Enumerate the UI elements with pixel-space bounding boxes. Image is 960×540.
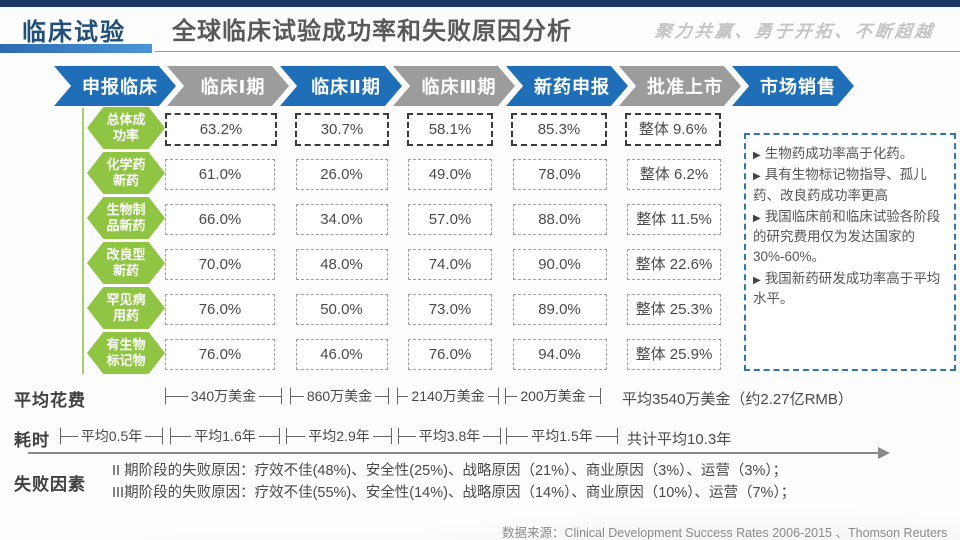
rate-cell: 74.0% [408,249,492,280]
category-badge-biomarker: 有生物标记物 [87,332,165,374]
rate-cell: 63.2% [165,113,277,146]
time-bracket: 平均3.8年 [398,425,501,447]
rate-cell: 整体 22.6% [627,249,721,280]
triangle-bullet-icon: ▶ [753,274,761,286]
rate-cell: 58.1% [407,113,493,146]
rate-cell: 89.0% [512,294,607,325]
cost-summary: 平均3540万美金（约2.27亿RMB） [622,391,853,408]
cost-bracket: 340万美金 [165,385,282,407]
category-badge-improved: 改良型新药 [87,242,165,284]
rate-cell: 88.0% [512,204,607,235]
top-accent-bar [0,0,960,7]
header-divider [155,51,960,52]
page-title: 全球临床试验成功率和失败原因分析 [172,18,572,45]
grid-row: 61.0% 26.0% 49.0% 78.0% 整体 6.2% [165,152,721,197]
time-summary: 共计平均10.3年 [627,431,732,448]
rate-cell: 整体 6.2% [627,159,721,190]
slide-section-tag: 临床试验 [22,19,126,46]
flow-step-clinical-application: 申报临床 [54,66,176,106]
time-bracket: 平均2.9年 [286,425,392,447]
category-rail-line [82,108,84,374]
rate-cell: 76.0% [165,294,275,325]
cost-bracket: 860万美金 [290,385,389,407]
time-bracket: 平均0.5年 [60,425,163,447]
time-bracket: 平均1.5年 [506,425,618,447]
flow-step-approval: 批准上市 [619,66,741,106]
category-column: 总体成功率 化学药新药 生物制品新药 改良型新药 罕见病用药 有生物标记物 [87,107,165,377]
company-motto: 聚力共赢、勇于开拓、不断超越 [653,22,936,41]
timeline-arrow [28,447,890,459]
rate-cell: 整体 9.6% [625,113,721,146]
note-item: ▶ 生物药成功率高于化药。 [753,146,914,161]
rate-cell: 73.0% [408,294,492,325]
rate-cell: 48.0% [295,249,388,280]
grid-row: 76.0% 50.0% 73.0% 89.0% 整体 25.3% [165,287,721,332]
failure-row-label: 失败因素 [14,475,86,494]
flow-step-market: 市场销售 [732,66,854,106]
rate-cell: 76.0% [408,339,492,370]
flow-step-phase1: 临床Ⅰ期 [167,66,289,106]
data-source: 数据来源：Clinical Development Success Rates … [502,526,948,540]
rate-cell: 61.0% [165,159,275,190]
rate-cell: 90.0% [512,249,607,280]
flow-step-phase3: 临床Ⅲ期 [393,66,515,106]
category-badge-biologic: 生物制品新药 [87,197,165,239]
rate-cell: 78.0% [512,159,607,190]
triangle-bullet-icon: ▶ [753,150,761,161]
flow-step-phase2: 临床Ⅱ期 [280,66,402,106]
triangle-bullet-icon: ▶ [753,171,761,183]
category-badge-overall: 总体成功率 [87,107,165,149]
note-item: ▶ 我国临床前和临床试验各阶段的研究费用仅为发达国家的30%-60%。 [753,208,941,265]
grid-row: 70.0% 48.0% 74.0% 90.0% 整体 22.6% [165,242,721,287]
success-rate-grid: 63.2% 30.7% 58.1% 85.3% 整体 9.6% 61.0% 26… [165,107,721,377]
failure-phase3-line: III期阶段的失败原因：疗效不佳(55%)、安全性(14%)、战略原因（14%）… [112,485,796,501]
time-bracket: 平均1.6年 [170,425,280,447]
rate-cell: 整体 25.3% [627,294,721,325]
key-findings-panel: ▶ 生物药成功率高于化药。 ▶ 具有生物标记物指导、孤儿药、改良药成功率更高 ▶ 我国… [744,133,956,371]
failure-phase2-line: II 期阶段的失败原因：疗效不佳(48%)、安全性(25%)、战略原因（21%）… [112,463,788,479]
rate-cell: 70.0% [165,249,275,280]
rate-cell: 46.0% [295,339,388,370]
grid-row: 76.0% 46.0% 76.0% 94.0% 整体 25.9% [165,332,721,377]
rate-cell: 26.0% [295,159,388,190]
tag-underline-bar [0,44,152,53]
note-item: ▶ 具有生物标记物指导、孤儿药、改良药成功率更高 [753,167,927,203]
cost-bracket: 2140万美金 [397,385,499,407]
rate-cell: 整体 11.5% [627,204,721,235]
process-flow: 申报临床 临床Ⅰ期 临床Ⅱ期 临床Ⅲ期 新药申报 批准上市 市场销售 [54,66,854,106]
rate-cell: 57.0% [408,204,492,235]
grid-row: 63.2% 30.7% 58.1% 85.3% 整体 9.6% [165,107,721,152]
rate-cell: 整体 25.9% [627,339,721,370]
category-badge-chemical: 化学药新药 [87,152,165,194]
cost-row-label: 平均花费 [14,391,86,410]
note-item: ▶ 我国新药研发成功率高于平均水平。 [753,270,941,306]
rate-cell: 50.0% [295,294,388,325]
rate-cell: 76.0% [165,339,275,370]
flow-step-nda: 新药申报 [506,66,628,106]
category-badge-orphan: 罕见病用药 [87,287,165,329]
rate-cell: 49.0% [408,159,492,190]
rate-cell: 30.7% [295,113,389,146]
rate-cell: 66.0% [165,204,275,235]
triangle-bullet-icon: ▶ [753,212,761,224]
time-row-label: 耗时 [14,431,50,450]
rate-cell: 94.0% [512,339,607,370]
rate-cell: 34.0% [295,204,388,235]
cost-bracket: 200万美金 [505,385,601,407]
grid-row: 66.0% 34.0% 57.0% 88.0% 整体 11.5% [165,197,721,242]
rate-cell: 85.3% [511,113,607,146]
